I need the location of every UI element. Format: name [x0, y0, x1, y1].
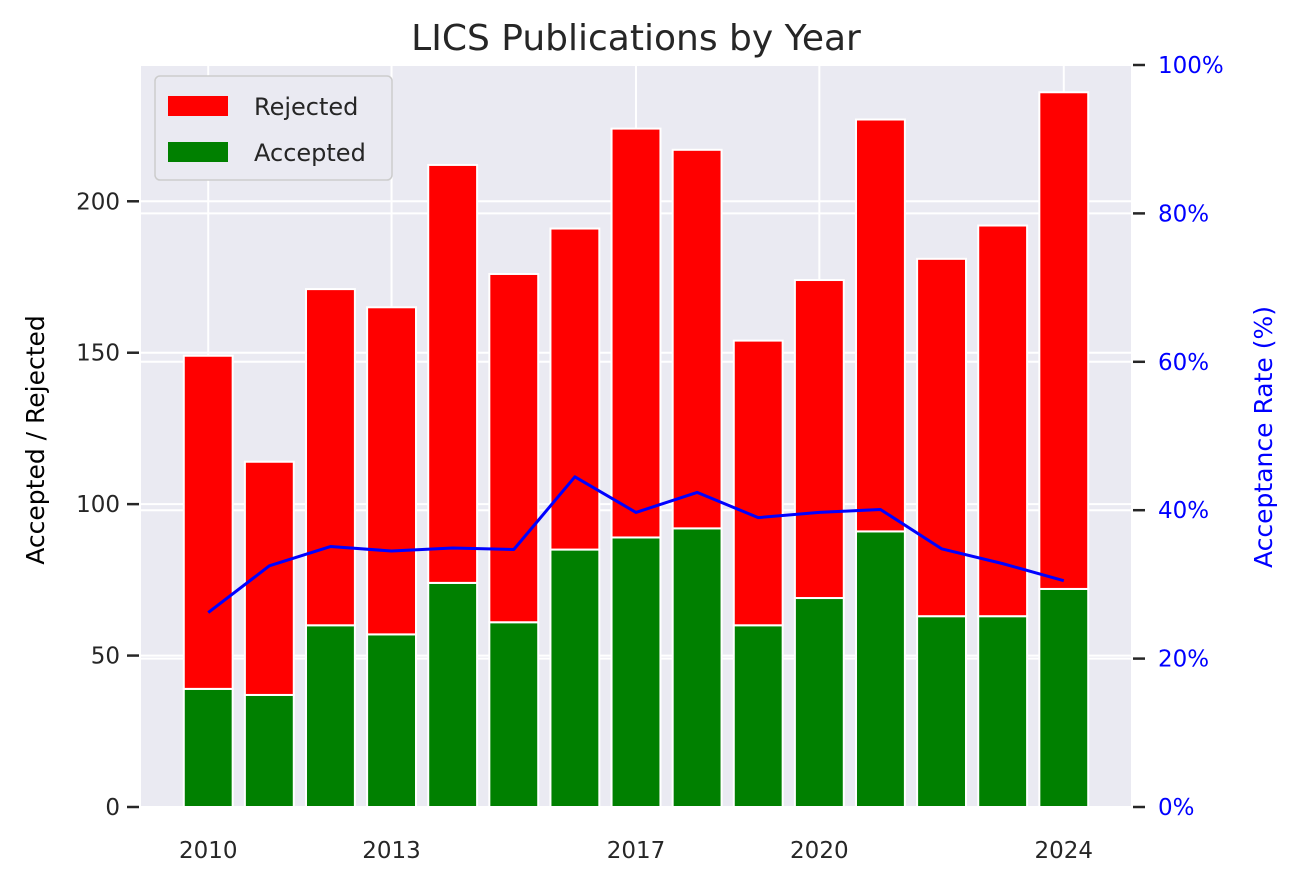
bar-rejected-2018 [671, 148, 723, 530]
x-tick-label: 2017 [607, 838, 666, 864]
bar-rejected-2010 [182, 354, 234, 690]
acceptance-line [207, 475, 1065, 614]
y-tick-label: 200 [76, 189, 120, 215]
bar-accepted-2014 [427, 581, 479, 809]
y2-tick-label: 100% [1158, 53, 1224, 79]
bar-accepted-2011 [243, 693, 295, 809]
y-tick-label: 50 [91, 644, 120, 670]
x-tick-label: 2020 [790, 838, 849, 864]
y2-axis-label: Acceptance Rate (%) [1249, 306, 1278, 568]
bar-rejected-2014 [427, 163, 479, 584]
legend-label-accepted: Accepted [254, 139, 366, 167]
bar-rejected-2024 [1038, 91, 1090, 590]
bars [182, 91, 1090, 809]
x-tick-label: 2013 [362, 838, 421, 864]
bar-rejected-2021 [855, 118, 906, 533]
bar-accepted-2024 [1038, 587, 1090, 809]
bar-accepted-2023 [977, 615, 1029, 809]
y-tick-label: 100 [76, 492, 120, 518]
y2-tick-label: 60% [1158, 350, 1209, 376]
bar-rejected-2023 [977, 224, 1029, 618]
bar-accepted-2015 [488, 621, 540, 808]
legend-swatch-rejected [168, 96, 228, 116]
legend-label-rejected: Rejected [254, 93, 358, 121]
axes: 0 50 100 150 200 0% 20% 40% 60% 80% 100% 2010 2013 20… [76, 53, 1224, 864]
bar-accepted-2022 [916, 615, 967, 809]
bar-rejected-2019 [732, 339, 784, 627]
bar-rejected-2020 [793, 279, 845, 600]
bar-rejected-2013 [366, 306, 418, 636]
bar-accepted-2013 [366, 633, 418, 808]
y-axis-label: Accepted / Rejected [21, 315, 50, 565]
y2-tick-label: 20% [1158, 647, 1209, 673]
y2-tick-label: 0% [1158, 795, 1195, 821]
legend-swatch-accepted [168, 142, 228, 162]
y2-tick-label: 80% [1158, 201, 1209, 227]
bar-accepted-2018 [671, 527, 723, 808]
x-tick-label: 2010 [179, 838, 238, 864]
bar-accepted-2010 [182, 687, 234, 809]
bar-accepted-2019 [732, 624, 784, 808]
y-tick-label: 0 [105, 795, 120, 821]
bar-accepted-2020 [793, 597, 845, 808]
chart-title: LICS Publications by Year [411, 18, 861, 59]
bar-rejected-2016 [549, 227, 601, 551]
bar-rejected-2022 [916, 257, 967, 618]
bar-accepted-2012 [305, 624, 356, 808]
acceptance-rate-line [207, 475, 1065, 614]
legend: Rejected Accepted [154, 75, 393, 181]
bar-accepted-2017 [610, 536, 662, 808]
bar-rejected-2015 [488, 272, 540, 624]
bar-rejected-2017 [610, 127, 662, 539]
bar-accepted-2021 [855, 530, 906, 809]
y2-tick-label: 40% [1158, 498, 1209, 524]
bar-accepted-2016 [549, 548, 601, 808]
x-tick-label: 2024 [1035, 838, 1094, 864]
y-tick-label: 150 [76, 341, 120, 367]
bar-rejected-2012 [305, 288, 356, 627]
